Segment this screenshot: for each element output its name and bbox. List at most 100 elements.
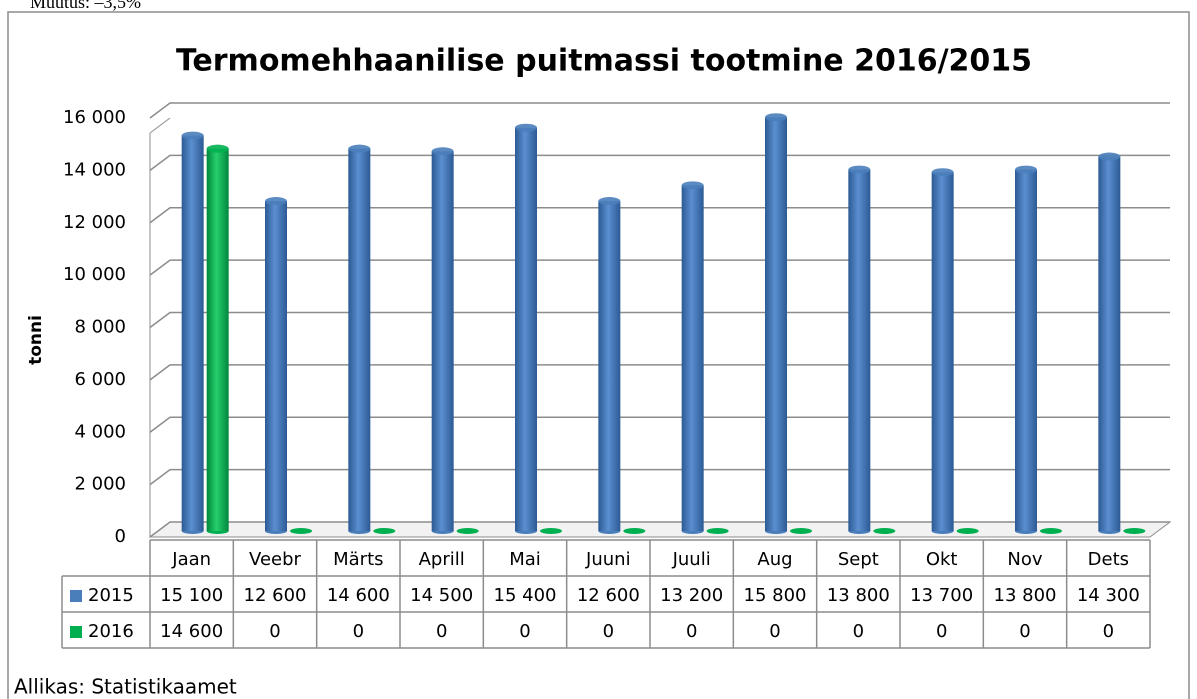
bar-cap (206, 144, 229, 153)
y-tick-label: 12 000 (63, 212, 126, 233)
x-tick-label: Jaan (171, 549, 211, 570)
bar (765, 117, 787, 532)
bar-cap (931, 168, 954, 177)
bar-cap (265, 197, 287, 206)
grid-line (149, 521, 1170, 538)
bar-cap (681, 181, 704, 190)
data-label: 14 300 (1077, 585, 1140, 606)
bar-base (790, 528, 812, 534)
data-label: 12 600 (244, 585, 307, 606)
bar (681, 185, 704, 531)
chart-title: Termomehhaanilise puitmassi tootmine 201… (176, 44, 1032, 79)
bar (348, 148, 371, 531)
x-tick-label: Aug (757, 549, 792, 570)
bar-base (956, 528, 979, 534)
data-label: 0 (853, 621, 864, 642)
data-label: 14 600 (327, 585, 390, 606)
x-tick-label: Okt (926, 549, 958, 570)
grid-line (149, 207, 1170, 224)
data-label: 0 (519, 621, 530, 642)
x-tick-label: Dets (1088, 549, 1129, 570)
grid-line (149, 311, 1170, 329)
y-tick-label: 10 000 (63, 264, 126, 285)
bar-cap (1015, 165, 1037, 174)
bar (598, 201, 621, 531)
grid-line (149, 102, 1170, 119)
bar-base (873, 528, 896, 534)
data-label: 0 (686, 621, 697, 642)
data-label: 15 800 (744, 585, 807, 606)
data-label: 0 (936, 621, 947, 642)
top-text: Muutus: –3,5% (30, 0, 141, 12)
bar-cap (1098, 152, 1121, 161)
data-label: 0 (269, 621, 280, 642)
bar-base (290, 528, 312, 534)
data-label: 13 800 (827, 585, 890, 606)
legend-label: 2016 (88, 621, 134, 642)
bar-cap (431, 147, 454, 156)
bar (181, 135, 204, 531)
data-label: 0 (436, 621, 447, 642)
y-tick-label: 2 000 (74, 474, 126, 495)
bar (431, 151, 454, 531)
legend-label: 2015 (88, 585, 134, 606)
bar-cap (598, 197, 621, 206)
source: Allikas: Statistikaamet (14, 675, 237, 699)
x-tick-label: Märts (333, 549, 383, 570)
data-label: 0 (603, 621, 614, 642)
data-label: 14 500 (410, 585, 473, 606)
bar-cap (348, 144, 371, 153)
y-tick-label: 16 000 (63, 107, 126, 128)
bar-base (456, 528, 479, 534)
x-tick-label: Veebr (249, 549, 301, 570)
x-tick-label: Mai (509, 549, 541, 570)
bar (265, 201, 287, 531)
bar-cap (848, 165, 871, 174)
data-label: 14 600 (160, 621, 223, 642)
data-label: 0 (1103, 621, 1114, 642)
grid-line (149, 364, 1170, 381)
y-axis-label: tonni (26, 315, 46, 365)
data-label: 13 200 (660, 585, 723, 606)
y-tick-label: 6 000 (74, 369, 126, 390)
data-label: 15 400 (494, 585, 557, 606)
x-tick-label: Juuli (672, 549, 711, 570)
data-label: 13 800 (994, 585, 1057, 606)
grid-line (149, 416, 1170, 433)
y-tick-label: 8 000 (74, 317, 126, 338)
y-tick-label: 0 (115, 526, 126, 547)
x-tick-label: Nov (1007, 549, 1042, 570)
y-tick-label: 14 000 (63, 159, 126, 180)
bar (931, 172, 954, 531)
grid-line (149, 259, 1170, 276)
bar (515, 127, 537, 532)
bar-cap (515, 123, 537, 132)
x-tick-label: Juuni (585, 549, 631, 570)
data-label: 0 (1019, 621, 1030, 642)
legend-swatch (70, 626, 82, 638)
bar (848, 169, 871, 532)
bar (206, 148, 229, 531)
x-tick-label: Aprill (419, 549, 465, 570)
data-label: 0 (353, 621, 364, 642)
bar-base (1040, 528, 1062, 534)
bar (1015, 169, 1037, 532)
grid-line (149, 468, 1170, 486)
bar-base (706, 528, 729, 534)
data-label: 12 600 (577, 585, 640, 606)
x-tick-label: Sept (838, 549, 879, 570)
data-label: 15 100 (160, 585, 223, 606)
grid-line (149, 154, 1170, 171)
bar (1098, 156, 1121, 532)
legend-swatch (70, 590, 82, 602)
bar-base (1123, 528, 1146, 534)
data-label: 0 (769, 621, 780, 642)
bar-base (540, 528, 562, 534)
bar-cap (181, 131, 204, 140)
data-label: 13 700 (910, 585, 973, 606)
bar-cap (765, 113, 787, 122)
bar-base (623, 528, 646, 534)
bar-base (373, 528, 396, 534)
side-wall (149, 117, 171, 134)
